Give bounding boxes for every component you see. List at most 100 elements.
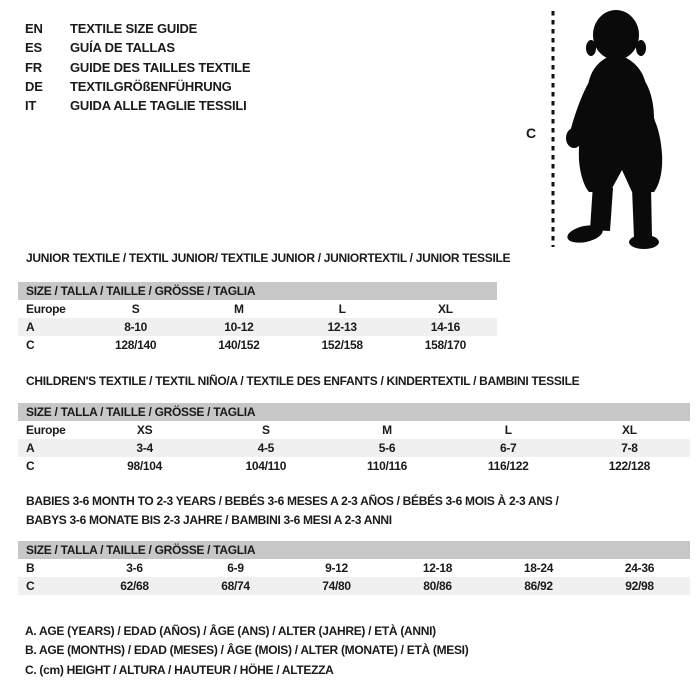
- size-cell: 68/74: [221, 579, 250, 593]
- size-cell: 6-7: [499, 441, 517, 455]
- row-label: C: [26, 459, 35, 473]
- size-cell: 14-16: [430, 320, 461, 334]
- language-row: DE TEXTILGRÖßENFÜHRUNG: [25, 77, 250, 96]
- size-cell: 12-18: [422, 561, 453, 575]
- size-cell: 74/80: [322, 579, 351, 593]
- junior-size-table: SIZE / TALLA / TAILLE / GRÖSSE / TAGLIA …: [18, 282, 497, 354]
- table-row-europe: Europe S M L XL: [18, 300, 497, 318]
- footnotes: A. AGE (YEARS) / EDAD (AÑOS) / ÂGE (ANS)…: [25, 622, 469, 680]
- language-code: EN: [25, 21, 43, 36]
- size-cell: 3-6: [126, 561, 143, 575]
- table-row-height: C 98/104 104/110 110/116 116/122 122/128: [18, 457, 690, 475]
- size-cell: S: [131, 302, 140, 316]
- row-label: B: [26, 561, 35, 575]
- language-label: TEXTILE SIZE GUIDE: [70, 21, 198, 36]
- row-label: C: [26, 338, 35, 352]
- language-list: EN TEXTILE SIZE GUIDE ES GUÍA DE TALLAS …: [25, 19, 251, 115]
- size-cell: XS: [136, 423, 153, 437]
- language-code: FR: [25, 59, 42, 75]
- baby-shorts: [578, 114, 663, 192]
- size-cell: 6-9: [227, 561, 244, 575]
- row-label: Europe: [26, 423, 66, 437]
- language-code: IT: [25, 98, 37, 114]
- language-row: FR GUIDE DES TAILLES TEXTILE: [25, 58, 251, 77]
- size-cell: 18-24: [523, 561, 554, 575]
- baby-hand-left: [566, 128, 582, 148]
- language-row: IT GUIDA ALLE TAGLIE TESSILI: [25, 96, 250, 115]
- table-row-age: A 8-10 10-12 12-13 14-16: [18, 318, 497, 336]
- size-cell: 128/140: [114, 338, 157, 352]
- language-row: ES GUÍA DE TALLAS: [25, 38, 250, 57]
- size-cell: 110/116: [367, 459, 407, 473]
- size-cell: 24-36: [624, 561, 655, 575]
- language-label: GUIDE DES TAILLES TEXTILE: [70, 59, 251, 75]
- table-row-age: A 3-4 4-5 5-6 6-7 7-8: [18, 439, 690, 457]
- table-row-europe: Europe XS S M L XL: [18, 421, 690, 439]
- size-cell: M: [382, 423, 392, 437]
- size-cell: M: [234, 302, 244, 316]
- baby-arm-left: [570, 74, 602, 140]
- size-cell: 9-12: [325, 561, 348, 575]
- babies-title-line1: BABIES 3-6 MONTH TO 2-3 YEARS / BEBÉS 3-…: [26, 494, 559, 508]
- size-cell: 158/170: [424, 338, 467, 352]
- size-cell: 8-10: [124, 320, 148, 334]
- row-label: Europe: [26, 302, 66, 316]
- size-cell: 5-6: [378, 441, 396, 455]
- size-cell: 98/104: [127, 459, 163, 473]
- junior-section-title: JUNIOR TEXTILE / TEXTIL JUNIOR/ TEXTILE …: [26, 251, 511, 265]
- language-label: TEXTILGRÖßENFÜHRUNG: [70, 78, 232, 94]
- toddler-silhouette-image: [566, 10, 663, 249]
- size-cell: 140/152: [218, 338, 260, 352]
- table-row-months: B 3-6 6-9 9-12 12-18 18-24 24-36: [18, 559, 690, 577]
- size-cell: 80/86: [423, 579, 452, 593]
- baby-ear-right: [636, 40, 646, 56]
- size-cell: 7-8: [621, 441, 638, 455]
- baby-leg-left: [590, 184, 613, 231]
- language-label: GUÍA DE TALLAS: [70, 40, 175, 56]
- babies-title-line2: BABYS 3-6 MONATE BIS 2-3 JAHRE / BAMBINI…: [26, 512, 392, 527]
- baby-foot-left: [567, 225, 603, 243]
- size-cell: 152/158: [321, 338, 363, 352]
- row-label: A: [26, 441, 35, 455]
- height-measure-line: [551, 11, 555, 247]
- size-cell: 86/92: [524, 579, 553, 593]
- baby-foot-right: [629, 235, 659, 249]
- table-row-height: C 128/140 140/152 152/158 158/170: [18, 336, 497, 354]
- babies-section-title: BABIES 3-6 MONTH TO 2-3 YEARS / BEBÉS 3-…: [26, 492, 559, 529]
- children-section-title: CHILDREN'S TEXTILE / TEXTIL NIÑO/A / TEX…: [26, 374, 580, 388]
- size-cell: XL: [622, 423, 637, 437]
- language-row: EN TEXTILE SIZE GUIDE: [25, 19, 250, 38]
- measure-label-c: C: [526, 125, 537, 141]
- table-row-height: C 62/68 68/74 74/80 80/86 86/92 92/98: [18, 577, 690, 595]
- size-cell: L: [504, 423, 512, 437]
- size-cell: 116/122: [487, 459, 529, 473]
- size-cell: XL: [438, 302, 453, 316]
- footnote-height: C. (cm) HEIGHT / ALTURA / HAUTEUR / HÖHE…: [25, 662, 334, 677]
- children-size-table: SIZE / TALLA / TAILLE / GRÖSSE / TAGLIA …: [18, 403, 690, 475]
- size-cell: 3-4: [136, 441, 153, 455]
- baby-head: [593, 10, 639, 60]
- baby-leg-right: [632, 186, 652, 238]
- size-cell: L: [338, 302, 346, 316]
- size-cell: 10-12: [224, 320, 254, 334]
- row-label: A: [26, 320, 35, 334]
- size-cell: 122/128: [608, 459, 651, 473]
- size-table-header: SIZE / TALLA / TAILLE / GRÖSSE / TAGLIA: [18, 541, 690, 559]
- size-table-header: SIZE / TALLA / TAILLE / GRÖSSE / TAGLIA: [18, 282, 497, 300]
- size-cell: 4-5: [257, 441, 275, 455]
- footnote-age-months: B. AGE (MONTHS) / EDAD (MESES) / ÂGE (MO…: [25, 643, 469, 658]
- size-cell: 92/98: [625, 579, 654, 593]
- language-code: ES: [25, 40, 42, 56]
- baby-ear-left: [586, 40, 596, 56]
- size-cell: 104/110: [245, 459, 287, 473]
- footnote-age-years: A. AGE (YEARS) / EDAD (AÑOS) / ÂGE (ANS)…: [25, 624, 436, 638]
- size-cell: 62/68: [120, 579, 149, 593]
- language-label: GUIDA ALLE TAGLIE TESSILI: [70, 98, 247, 114]
- language-code: DE: [25, 78, 43, 94]
- babies-size-table: SIZE / TALLA / TAILLE / GRÖSSE / TAGLIA …: [18, 541, 690, 595]
- size-cell: 12-13: [327, 320, 358, 334]
- row-label: C: [26, 579, 35, 593]
- size-table-header: SIZE / TALLA / TAILLE / GRÖSSE / TAGLIA: [18, 403, 690, 421]
- baby-arm-right: [633, 74, 654, 122]
- size-cell: S: [261, 423, 270, 437]
